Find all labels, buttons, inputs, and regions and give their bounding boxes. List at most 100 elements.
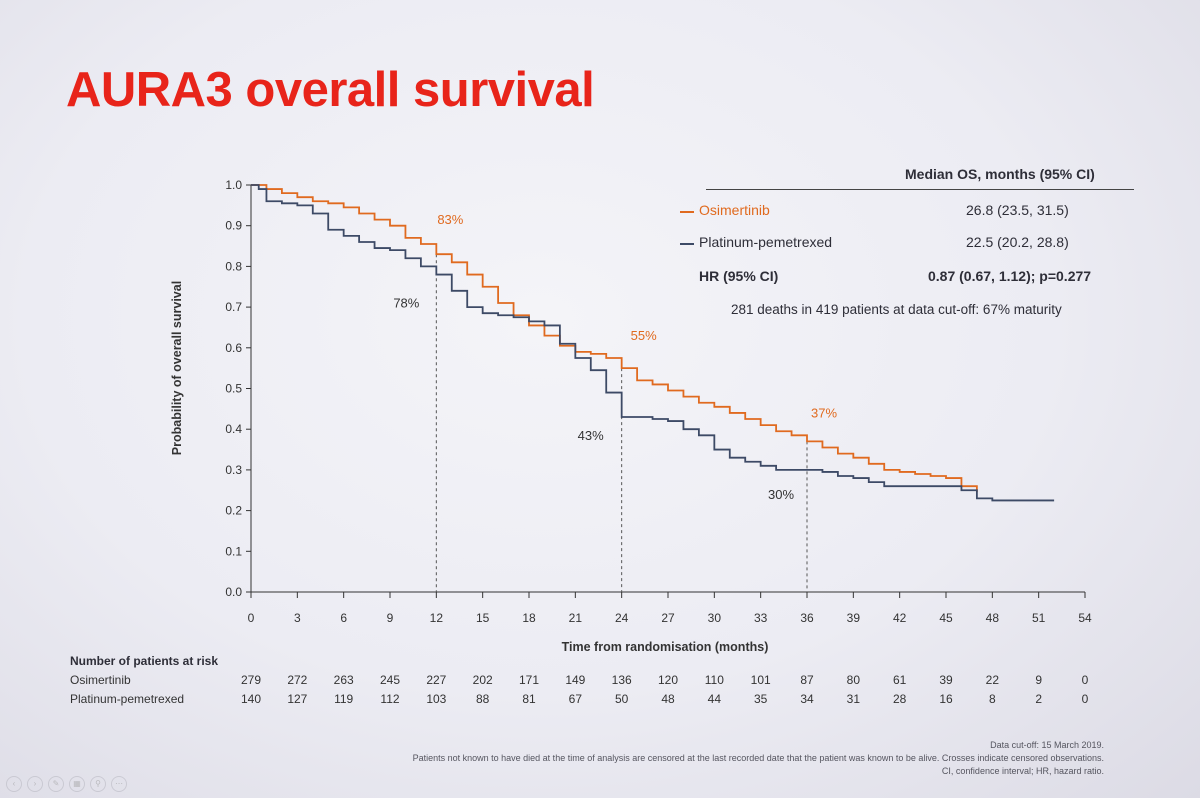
risk-cell: 34 (800, 692, 814, 706)
risk-cell: 0 (1081, 692, 1089, 706)
legend-value: 26.8 (23.5, 31.5) (966, 202, 1069, 218)
risk-cell: 103 (426, 692, 447, 706)
risk-cell: 8 (988, 692, 996, 706)
annotation-label: 55% (631, 328, 657, 343)
risk-row-label-platinum: Platinum-pemetrexed (70, 692, 185, 706)
x-tick-label: 18 (522, 611, 536, 625)
annotation-label: 83% (437, 212, 463, 227)
legend-divider (706, 189, 1134, 190)
risk-cell: 112 (380, 692, 400, 706)
y-tick-label: 0.3 (225, 463, 242, 477)
risk-cell: 120 (657, 673, 679, 687)
risk-cell: 16 (939, 692, 953, 706)
footnote-censoring: Patients not known to have died at the t… (412, 753, 1104, 763)
risk-cell: 136 (611, 673, 632, 687)
legend-label: Platinum-pemetrexed (699, 234, 833, 250)
legend-value: 0.87 (0.67, 1.12); p=0.277 (928, 268, 1092, 284)
risk-cell: 61 (892, 673, 907, 687)
risk-table-title: Number of patients at risk (70, 654, 219, 668)
risk-cell: 87 (800, 673, 814, 687)
risk-cell: 88 (475, 692, 490, 706)
x-tick-label: 48 (986, 611, 1000, 625)
risk-cell: 227 (426, 673, 447, 687)
risk-cell: 0 (1081, 673, 1089, 687)
y-tick-label: 0.2 (225, 504, 242, 518)
x-tick-label: 45 (939, 611, 953, 625)
search-icon[interactable]: ⚲ (90, 776, 106, 792)
risk-cell: 263 (333, 673, 354, 687)
x-tick-label: 54 (1078, 611, 1092, 625)
risk-cell: 48 (661, 692, 675, 706)
back-icon[interactable]: ‹ (6, 776, 22, 792)
risk-cell: 272 (287, 673, 308, 687)
risk-cell: 171 (518, 673, 540, 687)
forward-icon[interactable]: › (27, 776, 43, 792)
x-tick-label: 36 (800, 611, 814, 625)
legend-value: 22.5 (20.2, 28.8) (966, 234, 1069, 250)
x-tick-label: 30 (708, 611, 722, 625)
x-tick-label: 39 (847, 611, 861, 625)
y-tick-label: 0.8 (225, 259, 242, 273)
risk-cell: 31 (846, 692, 860, 706)
risk-cell: 67 (568, 692, 582, 706)
y-tick-label: 0.9 (225, 219, 242, 233)
annotation-label: 37% (811, 405, 837, 420)
annotation-label: 78% (393, 296, 419, 311)
risk-cell: 202 (472, 673, 493, 687)
presentation-toolbar: ‹ › ✎ ▦ ⚲ ⋯ (6, 776, 127, 792)
risk-row-label-osimertinib: Osimertinib (70, 673, 131, 687)
y-tick-label: 0.1 (225, 544, 242, 558)
x-tick-label: 9 (387, 611, 394, 625)
risk-cell: 39 (939, 673, 953, 687)
maturity-note: 281 deaths in 419 patients at data cut-o… (731, 302, 1062, 317)
risk-cell: 22 (985, 673, 999, 687)
x-tick-label: 15 (476, 611, 490, 625)
risk-cell: 127 (287, 692, 308, 706)
risk-cell: 80 (846, 673, 860, 687)
risk-cell: 140 (240, 692, 262, 706)
x-tick-label: 0 (248, 611, 255, 625)
x-tick-label: 27 (661, 611, 675, 625)
y-tick-label: 0.5 (225, 382, 242, 396)
y-tick-label: 1.0 (225, 178, 242, 192)
risk-cell: 279 (240, 673, 262, 687)
x-tick-label: 3 (294, 611, 301, 625)
footnote-abbreviations: CI, confidence interval; HR, hazard rati… (941, 766, 1104, 776)
risk-cell: 119 (334, 692, 354, 706)
risk-cell: 35 (753, 692, 768, 706)
risk-cell: 2 (1035, 692, 1042, 706)
risk-cell: 28 (892, 692, 907, 706)
y-tick-label: 0.4 (225, 422, 242, 436)
pen-icon[interactable]: ✎ (48, 776, 64, 792)
legend-header: Median OS, months (95% CI) (905, 166, 1095, 182)
risk-cell: 245 (379, 673, 401, 687)
x-tick-label: 33 (754, 611, 768, 625)
series-line-platinum-pemetrexed (251, 184, 1055, 502)
risk-cell: 50 (614, 692, 629, 706)
legend-label: HR (95% CI) (699, 268, 779, 284)
x-axis-title: Time from randomisation (months) (562, 640, 769, 654)
y-tick-label: 0.0 (225, 585, 242, 599)
risk-cell: 81 (522, 692, 536, 706)
x-tick-label: 51 (1032, 611, 1046, 625)
risk-cell: 149 (565, 673, 586, 687)
x-tick-label: 24 (615, 611, 629, 625)
y-axis-title: Probability of overall survival (170, 281, 184, 455)
y-tick-label: 0.7 (225, 300, 242, 314)
footnote-cutoff: Data cut-off: 15 March 2019. (990, 740, 1104, 750)
annotation-label: 30% (768, 487, 794, 502)
legend-swatch-platinum (680, 243, 694, 245)
x-tick-label: 42 (893, 611, 907, 625)
y-tick-label: 0.6 (225, 341, 242, 355)
series-line-osimertinib (251, 184, 978, 493)
x-tick-label: 6 (340, 611, 347, 625)
legend-label: Osimertinib (699, 202, 770, 218)
risk-cell: 9 (1035, 673, 1042, 687)
annotation-label: 43% (578, 428, 604, 443)
slide-title: AURA3 overall survival (66, 63, 595, 117)
risk-cell: 44 (707, 692, 721, 706)
menu-icon[interactable]: ⋯ (111, 776, 127, 792)
grid-icon[interactable]: ▦ (69, 776, 85, 792)
risk-cell: 110 (704, 673, 724, 687)
